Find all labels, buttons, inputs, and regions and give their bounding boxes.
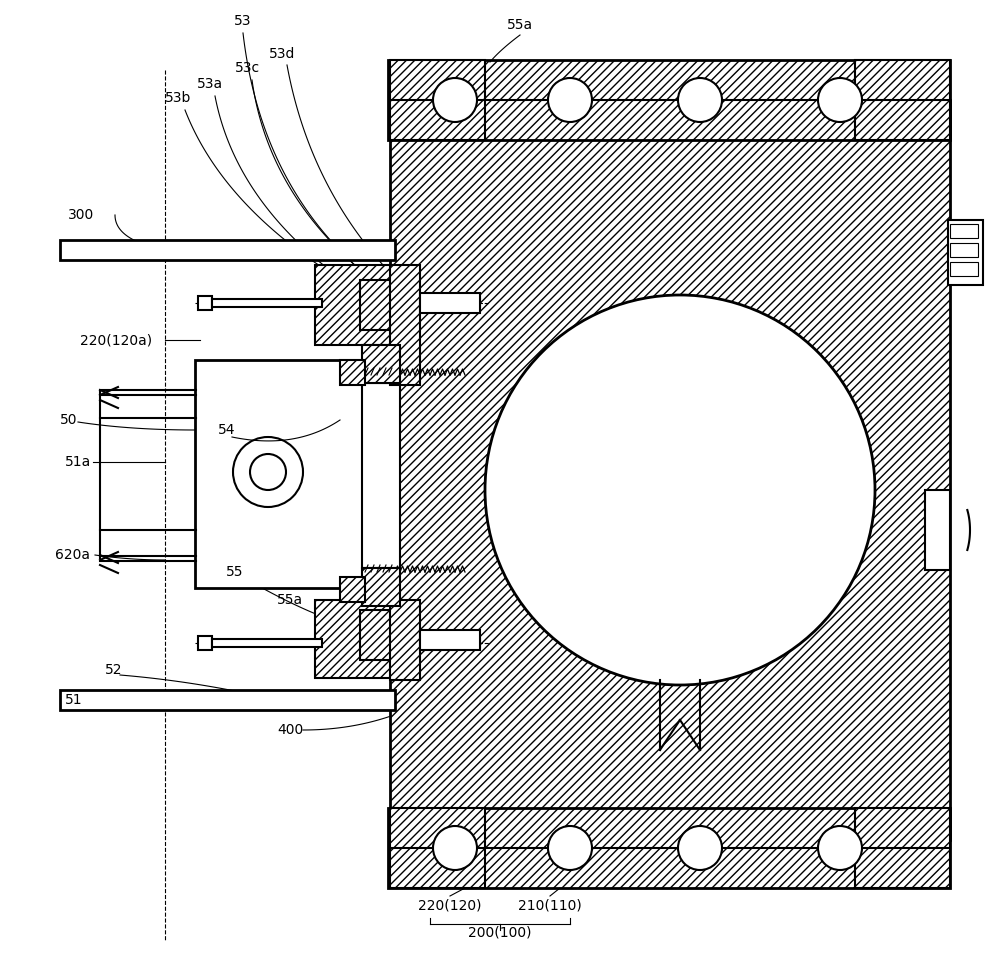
Text: 53d: 53d	[269, 47, 295, 61]
Bar	[855, 808, 950, 888]
Text: 210(110): 210(110)	[518, 898, 582, 912]
Circle shape	[678, 78, 722, 122]
Text: 300: 300	[68, 208, 94, 222]
Text: 55a: 55a	[277, 593, 303, 607]
Bar	[855, 60, 950, 140]
Text: 52: 52	[105, 663, 123, 677]
Text: 53a: 53a	[197, 77, 223, 91]
Bar	[390, 60, 485, 140]
Circle shape	[818, 826, 862, 870]
Text: 50: 50	[60, 413, 78, 427]
Bar	[212, 299, 322, 307]
Text: 220(120a): 220(120a)	[80, 333, 152, 347]
Bar	[60, 690, 395, 710]
Bar	[948, 220, 983, 285]
Text: 51: 51	[65, 693, 83, 707]
Bar	[340, 360, 365, 385]
Text: 53: 53	[234, 14, 252, 28]
Bar	[360, 610, 395, 660]
Bar	[950, 262, 978, 276]
Text: 55: 55	[226, 565, 244, 579]
Circle shape	[433, 78, 477, 122]
Bar	[388, 60, 950, 140]
Circle shape	[548, 78, 592, 122]
Bar	[925, 490, 950, 570]
Bar	[315, 600, 395, 678]
Bar	[60, 240, 395, 260]
Text: 54: 54	[218, 423, 236, 437]
Text: 55a: 55a	[507, 18, 533, 32]
Bar	[362, 345, 400, 383]
Text: 220(120): 220(120)	[418, 898, 482, 912]
Circle shape	[233, 437, 303, 507]
Circle shape	[548, 826, 592, 870]
Bar	[390, 265, 420, 385]
Bar	[950, 224, 978, 238]
Bar	[390, 808, 485, 888]
Bar	[198, 296, 212, 310]
Circle shape	[433, 826, 477, 870]
Bar	[390, 100, 950, 840]
Bar	[390, 600, 420, 680]
Circle shape	[818, 78, 862, 122]
Bar	[362, 383, 400, 568]
Text: 400: 400	[277, 723, 303, 737]
Bar	[315, 265, 395, 345]
Bar	[212, 639, 322, 647]
Bar	[430, 639, 480, 647]
Text: 200(100): 200(100)	[468, 925, 532, 939]
Text: 53c: 53c	[234, 61, 260, 75]
Text: 620a: 620a	[55, 548, 90, 562]
Text: 53b: 53b	[165, 91, 191, 105]
Text: 51a: 51a	[65, 455, 91, 469]
Bar	[420, 630, 480, 650]
Circle shape	[250, 454, 286, 490]
Bar	[360, 280, 395, 330]
Circle shape	[485, 295, 875, 685]
Bar	[950, 243, 978, 257]
Circle shape	[678, 826, 722, 870]
Bar	[362, 568, 400, 606]
Bar	[388, 808, 950, 888]
Bar	[198, 636, 212, 650]
Bar	[430, 299, 480, 307]
Bar	[195, 360, 363, 588]
Bar	[340, 577, 365, 602]
Bar	[420, 293, 480, 313]
